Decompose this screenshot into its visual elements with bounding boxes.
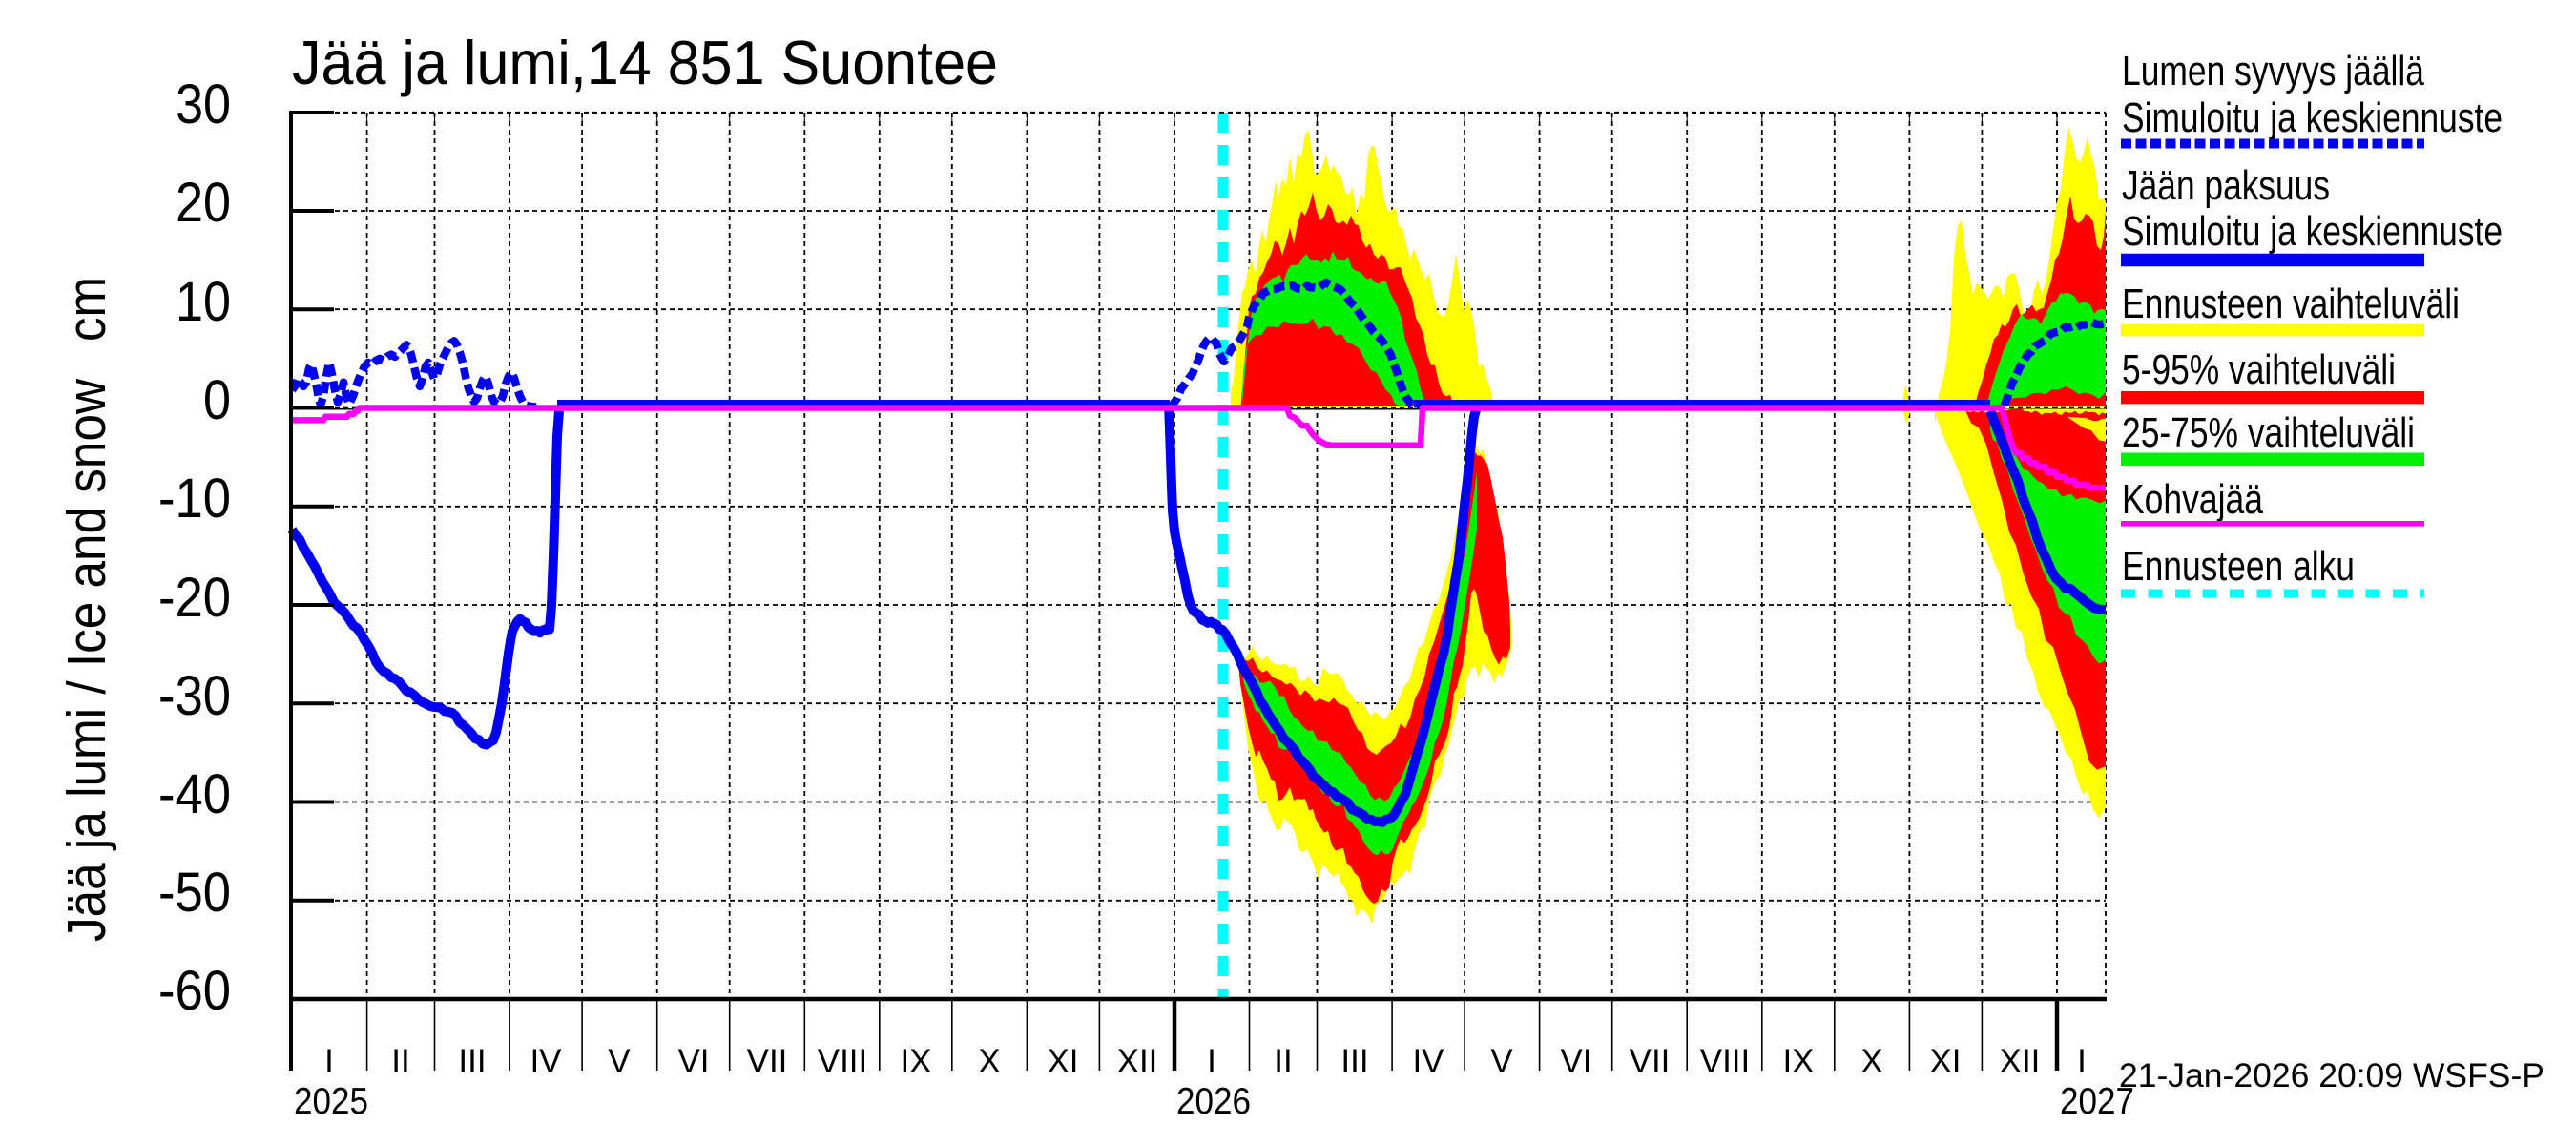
svg-text:VIII: VIII bbox=[1700, 1043, 1751, 1080]
svg-text:0: 0 bbox=[203, 369, 231, 431]
svg-text:VI: VI bbox=[677, 1043, 709, 1080]
svg-text:XI: XI bbox=[1047, 1043, 1078, 1080]
svg-text:X: X bbox=[978, 1043, 1000, 1080]
svg-text:-30: -30 bbox=[158, 665, 231, 727]
svg-text:10: 10 bbox=[176, 271, 231, 333]
svg-text:Ennusteen vaihteluväli: Ennusteen vaihteluväli bbox=[2122, 281, 2460, 327]
svg-text:III: III bbox=[1340, 1043, 1368, 1080]
svg-text:XII: XII bbox=[2000, 1043, 2041, 1080]
svg-text:XI: XI bbox=[1929, 1043, 1961, 1080]
svg-text:I: I bbox=[324, 1043, 334, 1080]
svg-text:Ennusteen alku: Ennusteen alku bbox=[2122, 543, 2355, 590]
svg-text:Kohvajää: Kohvajää bbox=[2122, 476, 2263, 523]
svg-text:-20: -20 bbox=[158, 567, 231, 629]
svg-text:5-95% vaihteluväli: 5-95% vaihteluväli bbox=[2122, 346, 2396, 393]
svg-text:VII: VII bbox=[1630, 1043, 1671, 1080]
svg-text:25-75% vaihteluväli: 25-75% vaihteluväli bbox=[2122, 409, 2415, 456]
svg-text:X: X bbox=[1860, 1043, 1882, 1080]
svg-text:cm: cm bbox=[56, 277, 117, 342]
svg-text:Simuloitu ja keskiennuste: Simuloitu ja keskiennuste bbox=[2122, 94, 2503, 141]
svg-text:2027: 2027 bbox=[2060, 1081, 2134, 1122]
svg-text:II: II bbox=[391, 1043, 409, 1080]
svg-text:I: I bbox=[2077, 1043, 2087, 1080]
svg-text:21-Jan-2026 20:09 WSFS-P: 21-Jan-2026 20:09 WSFS-P bbox=[2119, 1056, 2545, 1094]
svg-text:IX: IX bbox=[1782, 1043, 1814, 1080]
svg-text:2025: 2025 bbox=[294, 1081, 368, 1122]
svg-text:IV: IV bbox=[1412, 1043, 1444, 1080]
svg-text:Jää ja lumi / Ice and snow: Jää ja lumi / Ice and snow bbox=[56, 378, 117, 942]
svg-text:VI: VI bbox=[1560, 1043, 1591, 1080]
svg-text:I: I bbox=[1207, 1043, 1216, 1080]
svg-text:V: V bbox=[1490, 1043, 1513, 1080]
svg-text:XII: XII bbox=[1117, 1043, 1158, 1080]
svg-text:V: V bbox=[608, 1043, 631, 1080]
svg-text:IX: IX bbox=[900, 1043, 931, 1080]
svg-text:Lumen syvyys jäällä: Lumen syvyys jäällä bbox=[2122, 48, 2424, 94]
svg-text:-10: -10 bbox=[158, 468, 231, 530]
svg-text:VII: VII bbox=[747, 1043, 788, 1080]
svg-text:Jää ja lumi,14 851 Suontee: Jää ja lumi,14 851 Suontee bbox=[292, 28, 998, 97]
svg-text:III: III bbox=[458, 1043, 486, 1080]
svg-text:Simuloitu ja keskiennuste: Simuloitu ja keskiennuste bbox=[2122, 208, 2503, 255]
svg-text:IV: IV bbox=[530, 1043, 562, 1080]
svg-text:30: 30 bbox=[176, 73, 231, 135]
svg-text:20: 20 bbox=[176, 172, 231, 234]
svg-text:2026: 2026 bbox=[1176, 1081, 1251, 1122]
svg-text:-50: -50 bbox=[158, 862, 231, 924]
svg-text:Jään paksuus: Jään paksuus bbox=[2122, 162, 2330, 209]
svg-text:-60: -60 bbox=[158, 960, 231, 1022]
svg-text:-40: -40 bbox=[158, 763, 231, 825]
svg-text:VIII: VIII bbox=[818, 1043, 868, 1080]
svg-text:II: II bbox=[1274, 1043, 1292, 1080]
